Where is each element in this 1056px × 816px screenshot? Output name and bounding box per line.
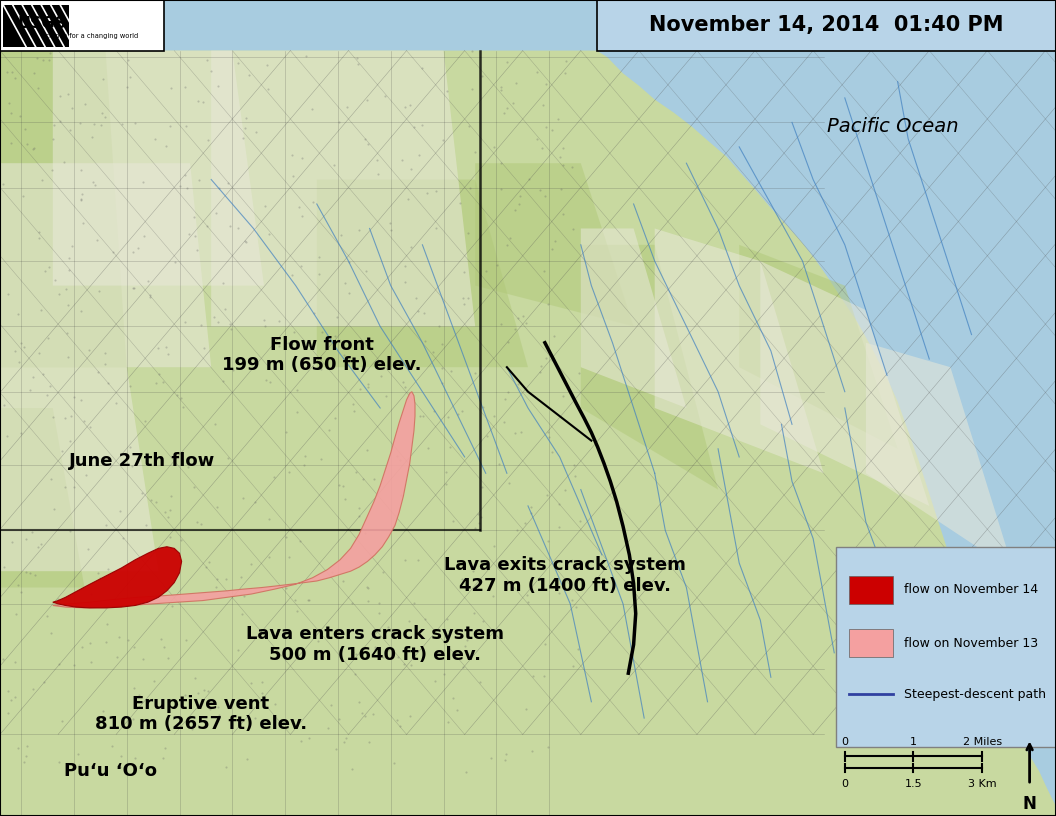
Text: flow on November 13: flow on November 13	[904, 636, 1038, 650]
Polygon shape	[866, 343, 1014, 571]
Text: 1: 1	[910, 737, 917, 747]
Bar	[849, 576, 893, 604]
Polygon shape	[760, 261, 929, 506]
Polygon shape	[317, 180, 528, 367]
Polygon shape	[0, 51, 127, 367]
Polygon shape	[53, 51, 264, 286]
Text: 1.5: 1.5	[905, 779, 922, 789]
Polygon shape	[53, 392, 415, 608]
Bar	[3, 5, 69, 47]
Polygon shape	[739, 245, 898, 449]
Polygon shape	[0, 163, 211, 367]
Text: Puʻu ʻOʻo: Puʻu ʻOʻo	[64, 762, 157, 780]
Text: 2 Miles: 2 Miles	[962, 737, 1002, 747]
Text: flow on November 14: flow on November 14	[904, 583, 1038, 596]
Bar	[597, 0, 1056, 51]
Text: Pacific Ocean: Pacific Ocean	[827, 117, 958, 136]
Text: Eruptive vent
810 m (2657 ft) elev.: Eruptive vent 810 m (2657 ft) elev.	[95, 694, 306, 734]
Polygon shape	[0, 51, 1056, 816]
Bar	[0, 0, 164, 51]
Text: 0: 0	[842, 779, 848, 789]
Text: Lava exits crack system
427 m (1400 ft) elev.: Lava exits crack system 427 m (1400 ft) …	[444, 556, 686, 595]
Text: science for a changing world: science for a changing world	[41, 33, 138, 39]
Polygon shape	[655, 228, 824, 473]
Text: Steepest-descent path: Steepest-descent path	[904, 688, 1045, 701]
Text: November 14, 2014  01:40 PM: November 14, 2014 01:40 PM	[649, 16, 1003, 35]
Polygon shape	[211, 51, 475, 326]
Polygon shape	[581, 228, 686, 408]
Polygon shape	[0, 367, 158, 571]
Bar	[836, 547, 1056, 747]
Text: Lava enters crack system
500 m (1640 ft) elev.: Lava enters crack system 500 m (1640 ft)…	[246, 625, 504, 664]
Text: June 27th flow: June 27th flow	[70, 452, 215, 470]
Polygon shape	[581, 245, 718, 490]
Polygon shape	[53, 547, 182, 608]
Polygon shape	[475, 163, 634, 326]
Polygon shape	[0, 408, 84, 588]
Text: 3 Km: 3 Km	[967, 779, 997, 789]
Text: Flow front
199 m (650 ft) elev.: Flow front 199 m (650 ft) elev.	[223, 335, 421, 375]
Bar	[849, 629, 893, 657]
Text: 0: 0	[842, 737, 848, 747]
Text: USGS: USGS	[18, 16, 67, 31]
Text: N: N	[1022, 795, 1037, 813]
